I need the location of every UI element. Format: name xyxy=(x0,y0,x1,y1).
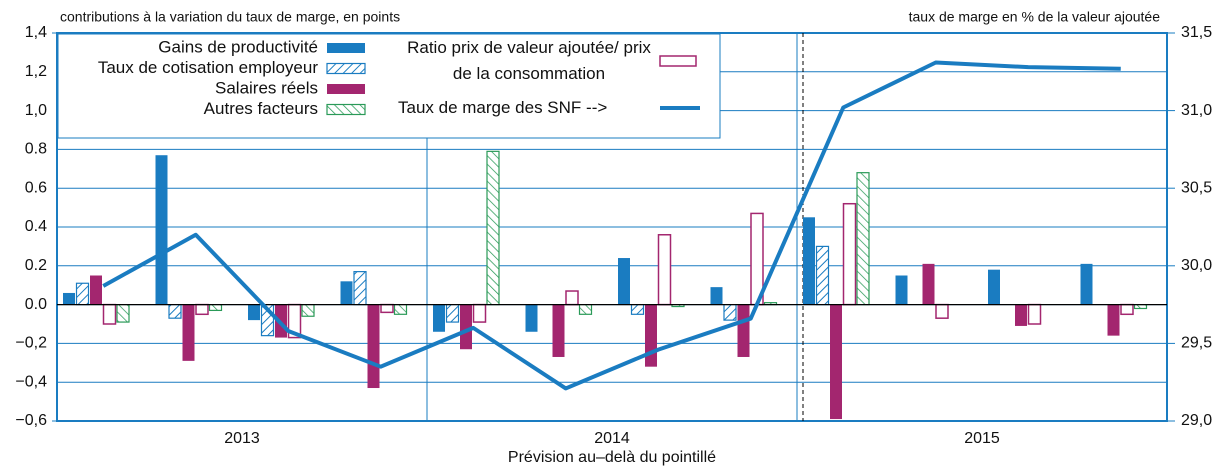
bar xyxy=(842,202,857,306)
legend-label: Salaires réels xyxy=(215,78,318,97)
legend-swatch xyxy=(327,84,365,94)
y2-tick-label: 29,0 xyxy=(1181,412,1212,429)
legend-label: Taux de marge des SNF --> xyxy=(398,98,608,117)
y-tick-label: −0,2 xyxy=(15,335,47,352)
y-tick-label: 0.0 xyxy=(25,296,47,313)
y-tick-label: −0,4 xyxy=(15,373,47,390)
bar xyxy=(578,304,593,315)
bar xyxy=(645,304,657,367)
bar xyxy=(1015,304,1027,326)
y2-tick-label: 30,5 xyxy=(1181,179,1212,196)
bar xyxy=(1080,263,1093,305)
legend-swatch xyxy=(326,62,366,75)
bar xyxy=(486,150,500,306)
legend-label: Taux de cotisation employeur xyxy=(98,58,319,77)
bar xyxy=(657,234,672,306)
bar xyxy=(353,271,367,306)
x-group-label: 2015 xyxy=(964,430,1000,447)
bar xyxy=(433,304,445,332)
y-tick-label: 0.2 xyxy=(25,257,47,274)
caption: Prévision au–delà du pointillé xyxy=(508,449,716,466)
bar xyxy=(90,275,102,305)
bar xyxy=(472,303,487,323)
bar xyxy=(75,282,90,306)
bar xyxy=(830,304,842,420)
bar xyxy=(1107,304,1120,336)
y2-axis-title: taux de marge en % de la valeur ajoutée xyxy=(909,9,1161,25)
legend-label: Gains de productivité xyxy=(158,37,318,56)
x-group-label: 2014 xyxy=(594,430,630,447)
bar xyxy=(988,269,1000,305)
legend-swatch xyxy=(327,43,365,53)
bar xyxy=(815,245,830,306)
y2-tick-label: 31,0 xyxy=(1181,102,1212,119)
y2-tick-label: 29,5 xyxy=(1181,335,1212,352)
bar xyxy=(367,304,380,389)
y-tick-label: −0,6 xyxy=(15,412,47,429)
bar xyxy=(710,287,723,305)
bar xyxy=(618,258,630,305)
bar xyxy=(393,304,408,315)
y-tick-label: 0.8 xyxy=(25,141,47,158)
bar xyxy=(856,172,870,306)
bar xyxy=(630,304,645,315)
legend-label: Autres facteurs xyxy=(204,99,318,118)
plot-frame xyxy=(56,32,1168,422)
y-tick-label: 1,2 xyxy=(25,63,47,80)
bar xyxy=(301,304,315,317)
bar xyxy=(63,292,75,305)
bar xyxy=(895,275,908,305)
bar xyxy=(803,217,815,305)
bar xyxy=(208,304,223,312)
bar xyxy=(182,304,195,361)
bar xyxy=(168,304,182,319)
bar xyxy=(922,263,935,305)
bar xyxy=(248,304,260,321)
legend-box xyxy=(57,33,721,139)
y-tick-label: 1,0 xyxy=(25,102,47,119)
legend-label: Ratio prix de valeur ajoutée/ prix de la… xyxy=(407,38,651,83)
bar xyxy=(116,304,130,323)
bar xyxy=(380,303,394,314)
bar xyxy=(155,155,168,305)
legend-swatch xyxy=(659,55,697,67)
y-tick-label: 0.6 xyxy=(25,179,47,196)
bar xyxy=(1120,303,1134,316)
y-tick-label: 1,4 xyxy=(25,24,47,41)
bar xyxy=(552,304,565,357)
y-tick-label: 0.4 xyxy=(25,218,47,235)
bar xyxy=(445,304,460,323)
bar xyxy=(565,290,579,306)
legend-swatch xyxy=(326,103,366,116)
bar xyxy=(525,304,538,332)
bar xyxy=(460,304,472,350)
line xyxy=(102,60,1121,391)
bar xyxy=(737,304,750,357)
bar xyxy=(723,304,737,321)
bar xyxy=(1027,303,1042,325)
bar xyxy=(340,281,353,305)
y-axis-title: contributions à la variation du taux de … xyxy=(60,9,400,25)
bar xyxy=(935,303,949,319)
bar xyxy=(195,303,209,316)
x-group-label: 2013 xyxy=(224,430,260,447)
y2-tick-label: 31,5 xyxy=(1181,24,1212,41)
bar xyxy=(102,303,117,325)
y2-tick-label: 30,0 xyxy=(1181,257,1212,274)
